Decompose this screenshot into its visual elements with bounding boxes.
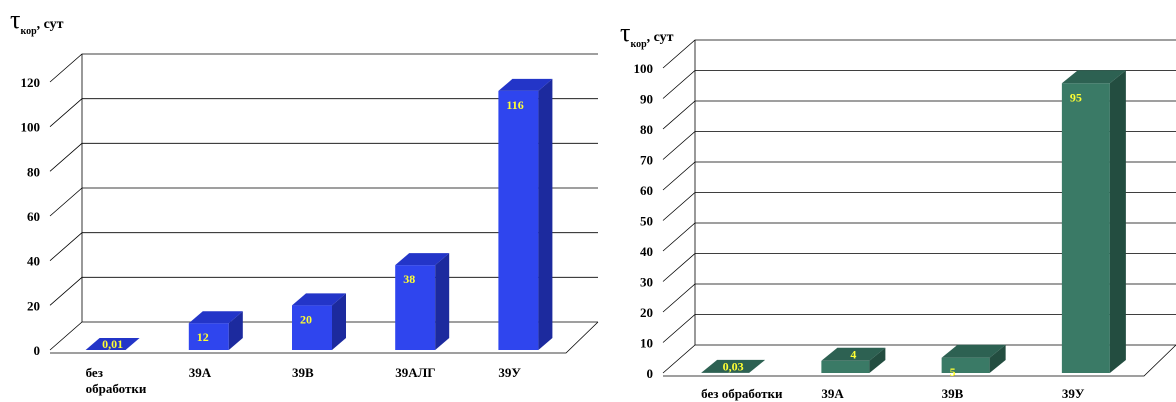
y-tick-label: 0 bbox=[647, 366, 654, 381]
y-tick-label: 20 bbox=[27, 298, 40, 313]
y-tick-label: 100 bbox=[21, 120, 41, 135]
bar bbox=[498, 78, 553, 350]
floor-edge bbox=[663, 344, 1176, 377]
y-tick-label: 70 bbox=[640, 153, 653, 168]
data-label: 95 bbox=[1070, 90, 1082, 104]
data-label: 20 bbox=[300, 312, 312, 326]
bar bbox=[1061, 70, 1126, 373]
bar bbox=[941, 344, 1006, 373]
gridline bbox=[49, 53, 598, 83]
category-label: без bbox=[86, 365, 103, 380]
category-label: 39АЛГ bbox=[395, 365, 435, 380]
y-axis-label-right: τкор, сут bbox=[620, 18, 674, 50]
data-label: 12 bbox=[197, 330, 209, 344]
y-tick-label: 0 bbox=[34, 343, 41, 358]
chart-corrosion-time-left: τкор, сут 0 20 40 60 80 100 120 0,01 без обработк… bbox=[10, 5, 599, 396]
chart-left-svg: τкор, сут 0 20 40 60 80 100 120 0,01 безобработк… bbox=[10, 5, 599, 396]
y-tick-label: 80 bbox=[27, 164, 40, 179]
chart-right-svg: τкор, сут 0 10 20 30 40 50 60 70 80 90 100 0,03 без … bbox=[620, 18, 1176, 401]
y-tick-label: 40 bbox=[640, 244, 653, 259]
bar bbox=[85, 337, 140, 350]
category-label: 39У bbox=[1062, 386, 1085, 401]
floor-edge bbox=[50, 321, 599, 354]
bar bbox=[395, 253, 450, 350]
data-label: 0,01 bbox=[102, 337, 123, 351]
bar bbox=[701, 359, 766, 373]
y-tick-label: 120 bbox=[21, 75, 41, 90]
category-label: 39А bbox=[821, 386, 844, 401]
gridline bbox=[662, 39, 1176, 69]
data-label: 4 bbox=[850, 347, 856, 361]
y-tick-label: 20 bbox=[640, 305, 653, 320]
category-label: без обработки bbox=[701, 386, 783, 401]
y-tick-label: 10 bbox=[640, 336, 653, 351]
category-label: 39В bbox=[292, 365, 314, 380]
category-label: обработки bbox=[86, 381, 147, 396]
category-label: 39А bbox=[189, 365, 212, 380]
y-tick-label: 60 bbox=[640, 183, 653, 198]
y-tick-label: 60 bbox=[27, 209, 40, 224]
y-axis-label-left: τкор, сут bbox=[10, 5, 64, 37]
y-tick-label: 90 bbox=[640, 92, 653, 107]
data-label: 5 bbox=[950, 365, 956, 379]
y-tick-label: 40 bbox=[27, 254, 40, 269]
y-tick-label: 80 bbox=[640, 122, 653, 137]
category-label: 39У bbox=[498, 365, 521, 380]
bar bbox=[821, 347, 886, 373]
data-label: 116 bbox=[506, 98, 523, 112]
chart-corrosion-time-right: τкор, сут 0 10 20 30 40 50 60 70 80 90 100 0,03 без … bbox=[600, 0, 1176, 402]
y-tick-label: 50 bbox=[640, 214, 653, 229]
y-tick-label: 30 bbox=[640, 275, 653, 290]
y-tick-label: 100 bbox=[634, 61, 654, 76]
data-label: 38 bbox=[403, 272, 415, 286]
category-label: 39В bbox=[942, 386, 964, 401]
bar bbox=[188, 311, 243, 350]
bar bbox=[292, 293, 346, 350]
data-label: 0,03 bbox=[723, 359, 744, 373]
